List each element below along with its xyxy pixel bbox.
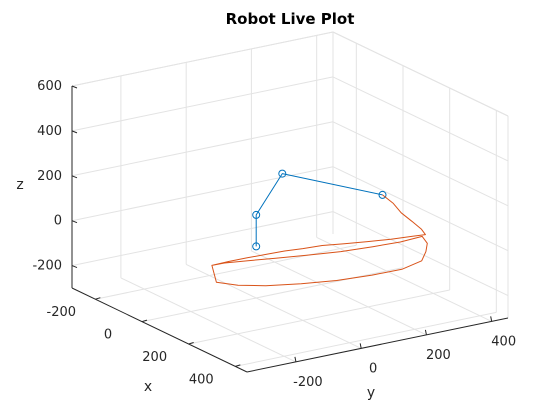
series-0-point-1 (252, 210, 261, 219)
series-0-point-0 (252, 242, 261, 251)
x-axis-label: x (144, 379, 152, 395)
x-tick-label: -200 (47, 305, 77, 320)
gridline-z-wall-y (332, 211, 509, 297)
y-tick-label: 200 (426, 348, 451, 363)
x-tick-label: 400 (189, 372, 214, 387)
y-axis-label: y (367, 385, 375, 401)
x-tick (141, 319, 148, 323)
gridline-z-wall-x (71, 76, 334, 132)
series-0-point-3 (378, 190, 387, 199)
y-tick (424, 329, 427, 335)
z-tick-label: 200 (37, 169, 62, 184)
x-tick-label: 0 (104, 328, 112, 343)
gridline-z-wall-x (71, 121, 334, 177)
z-tick-label: 600 (37, 79, 62, 94)
x-axis-line (71, 287, 248, 373)
gridline-x-floor (188, 289, 450, 345)
x-tick (188, 342, 194, 345)
y-tick-label: 400 (491, 334, 516, 349)
z-axis-label: z (16, 177, 23, 193)
z-tick (71, 265, 78, 269)
x-tick-label: 200 (142, 350, 167, 365)
x-tick (235, 364, 241, 367)
z-tick-label: 0 (54, 214, 62, 229)
z-tick (71, 130, 78, 134)
tick-labels: -200 0 200 400 -200 0 200 400 -200 0 200 400 600 (32, 79, 516, 390)
y-tick-label: -200 (293, 375, 323, 390)
gridline-z-wall-x (71, 211, 334, 267)
gridline-z-wall-x (71, 166, 334, 222)
z-tick (71, 175, 78, 179)
z-tick-label: -200 (32, 259, 62, 274)
pane-edge (332, 31, 509, 117)
gridline-y-floor (316, 236, 492, 322)
z-tick (71, 85, 78, 89)
z-tick (71, 220, 78, 224)
data-series (211, 169, 428, 287)
chart-title: Robot Live Plot (226, 10, 355, 28)
y-tick (490, 316, 493, 322)
gridline-y-floor (120, 277, 297, 363)
y-axis-line (246, 317, 509, 373)
axes (71, 85, 509, 373)
gridline-y-floor (251, 250, 427, 336)
gridline-x-floor (235, 311, 497, 367)
gridline-z-wall-y (332, 121, 509, 207)
gridline-z-wall-y (332, 166, 509, 252)
series-0-point-2 (278, 169, 287, 178)
z-tick-label: 400 (37, 124, 62, 139)
gridline-z-wall-y (332, 76, 509, 162)
x-tick (95, 297, 101, 300)
y-tick (359, 343, 362, 349)
series-0-line (255, 173, 383, 247)
y-tick-label: 0 (369, 361, 377, 376)
y-tick (294, 356, 297, 362)
series-1-line (211, 194, 428, 287)
pane-edge (71, 31, 334, 87)
